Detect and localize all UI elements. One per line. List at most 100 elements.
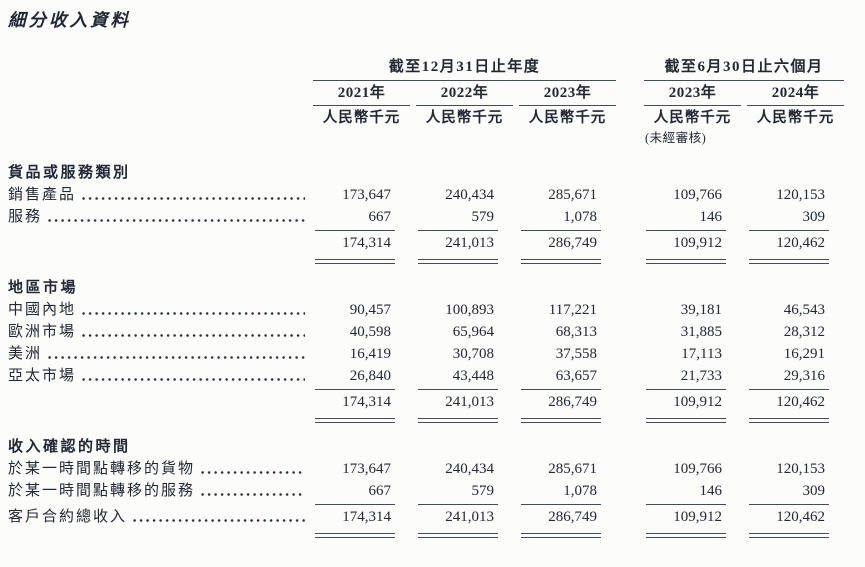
single-rule bbox=[315, 504, 395, 506]
single-rule bbox=[521, 389, 601, 391]
dot-leader bbox=[82, 332, 305, 340]
single-rule bbox=[315, 229, 395, 231]
value-cell: 43,448 bbox=[452, 368, 494, 385]
column-group-interim: 截至6月30日止六個月 bbox=[644, 57, 844, 81]
year-rule bbox=[313, 104, 410, 106]
double-rule bbox=[418, 258, 498, 265]
dot-leader bbox=[133, 517, 305, 525]
value-cell: 65,964 bbox=[452, 324, 494, 341]
document-page: 細分收入資料 截至12月31日止年度 截至6月30日止六個月 2021年 202… bbox=[0, 10, 865, 567]
row-label-cell: 於某一時間點轉移的貨物 bbox=[8, 458, 307, 480]
dot-leader bbox=[201, 491, 305, 499]
year-rule bbox=[747, 104, 844, 106]
double-rule bbox=[749, 418, 829, 424]
year-column-header: 2023年 bbox=[644, 81, 741, 106]
value-cell: 29,316 bbox=[783, 368, 825, 385]
single-rule bbox=[749, 389, 829, 391]
value-cell: 1,078 bbox=[563, 208, 597, 225]
value-cell: 17,113 bbox=[681, 346, 722, 363]
double-rule-row bbox=[8, 528, 844, 539]
table-row: 銷售產品 173,647 240,434 285,671 109,766 120… bbox=[8, 184, 844, 206]
unit-label: 人民幣千元 bbox=[425, 109, 504, 126]
value-cell: 120,153 bbox=[776, 461, 825, 478]
row-label: 中國內地 bbox=[8, 302, 77, 319]
double-rule bbox=[749, 258, 829, 265]
value-cell: 40,598 bbox=[349, 324, 391, 341]
row-label: 歐洲市場 bbox=[8, 324, 77, 341]
page-title: 細分收入資料 bbox=[8, 10, 131, 30]
subtotal-rule-row bbox=[8, 387, 844, 391]
row-label-cell: 服務 bbox=[8, 206, 307, 228]
unit-label: 人民幣千元 bbox=[528, 109, 607, 126]
double-rule bbox=[749, 533, 829, 539]
value-cell: 309 bbox=[802, 483, 826, 500]
value-cell: 120,153 bbox=[776, 186, 825, 203]
year-rule bbox=[519, 104, 616, 106]
table-row: 於某一時間點轉移的服務 667 579 1,078 146 309 bbox=[8, 480, 844, 502]
double-rule-row bbox=[8, 413, 844, 424]
unit-label: 人民幣千元 bbox=[322, 109, 401, 126]
double-rule bbox=[521, 533, 601, 539]
year-label: 2021年 bbox=[337, 84, 386, 101]
column-group-rule bbox=[644, 79, 844, 81]
value-cell: 667 bbox=[368, 208, 392, 225]
subtotal-value: 174,314 bbox=[342, 394, 391, 411]
total-value: 241,013 bbox=[445, 509, 494, 526]
table-row: 服務 667 579 1,078 146 309 bbox=[8, 206, 844, 228]
unaudited-note: (未經審核) bbox=[645, 130, 707, 145]
table-row: 歐洲市場 40,598 65,964 68,313 31,885 28,312 bbox=[8, 321, 844, 343]
table-row: 中國內地 90,457 100,893 117,221 39,181 46,54… bbox=[8, 299, 844, 321]
year-label: 2024年 bbox=[771, 84, 820, 101]
dot-leader bbox=[82, 310, 305, 318]
year-label: 2023年 bbox=[543, 84, 592, 101]
dot-leader bbox=[48, 216, 305, 224]
double-rule bbox=[315, 533, 395, 539]
value-cell: 309 bbox=[802, 208, 826, 225]
value-cell: 68,313 bbox=[555, 324, 597, 341]
row-label-cell: 於某一時間點轉移的服務 bbox=[8, 480, 307, 502]
value-cell: 240,434 bbox=[445, 186, 494, 203]
subtotal-value: 109,912 bbox=[673, 234, 722, 251]
single-rule bbox=[521, 229, 601, 231]
row-label: 服務 bbox=[8, 208, 43, 225]
double-rule bbox=[521, 258, 601, 265]
value-cell: 146 bbox=[699, 483, 723, 500]
value-cell: 667 bbox=[368, 483, 392, 500]
value-cell: 63,657 bbox=[555, 368, 597, 385]
row-label: 銷售產品 bbox=[8, 186, 77, 203]
column-group-rule bbox=[313, 79, 616, 81]
year-column-header: 2021年 bbox=[313, 81, 410, 106]
row-label-cell: 銷售產品 bbox=[8, 184, 307, 206]
column-group-label: 截至12月31日止年度 bbox=[388, 58, 541, 75]
value-cell: 1,078 bbox=[563, 483, 597, 500]
total-rule-row bbox=[8, 502, 844, 506]
value-cell: 16,419 bbox=[349, 346, 391, 363]
value-cell: 31,885 bbox=[680, 324, 722, 341]
row-label-cell: 歐洲市場 bbox=[8, 321, 307, 343]
table-row: 亞太市場 26,840 43,448 63,657 21,733 29,316 bbox=[8, 365, 844, 387]
subtotal-row: 174,314 241,013 286,749 109,912 120,462 bbox=[8, 391, 844, 413]
column-group-header-row: 截至12月31日止年度 截至6月30日止六個月 bbox=[8, 57, 844, 81]
subtotal-value: 286,749 bbox=[548, 394, 597, 411]
unit-row: 人民幣千元 人民幣千元 人民幣千元 人民幣千元 人民幣千元 bbox=[8, 106, 844, 131]
value-cell: 37,558 bbox=[555, 346, 597, 363]
single-rule bbox=[418, 504, 498, 506]
row-label: 於某一時間點轉移的貨物 bbox=[8, 461, 196, 478]
unit-label: 人民幣千元 bbox=[756, 109, 835, 126]
value-cell: 109,766 bbox=[673, 186, 722, 203]
column-group-annual: 截至12月31日止年度 bbox=[313, 57, 616, 81]
value-cell: 109,766 bbox=[673, 461, 722, 478]
subtotal-rule-row bbox=[8, 228, 844, 231]
single-rule bbox=[521, 504, 601, 506]
value-cell: 46,543 bbox=[783, 302, 825, 319]
revenue-table: 截至12月31日止年度 截至6月30日止六個月 2021年 2022年 2023… bbox=[8, 57, 844, 539]
value-cell: 173,647 bbox=[342, 186, 391, 203]
single-rule bbox=[646, 504, 726, 506]
double-rule-row bbox=[8, 254, 844, 265]
value-cell: 26,840 bbox=[349, 368, 391, 385]
total-value: 286,749 bbox=[548, 509, 597, 526]
section-header-timing-of-revenue: 收入確認的時間 bbox=[8, 439, 131, 456]
year-column-header: 2023年 bbox=[519, 81, 616, 106]
subtotal-value: 174,314 bbox=[342, 234, 391, 251]
value-cell: 117,221 bbox=[548, 302, 597, 319]
